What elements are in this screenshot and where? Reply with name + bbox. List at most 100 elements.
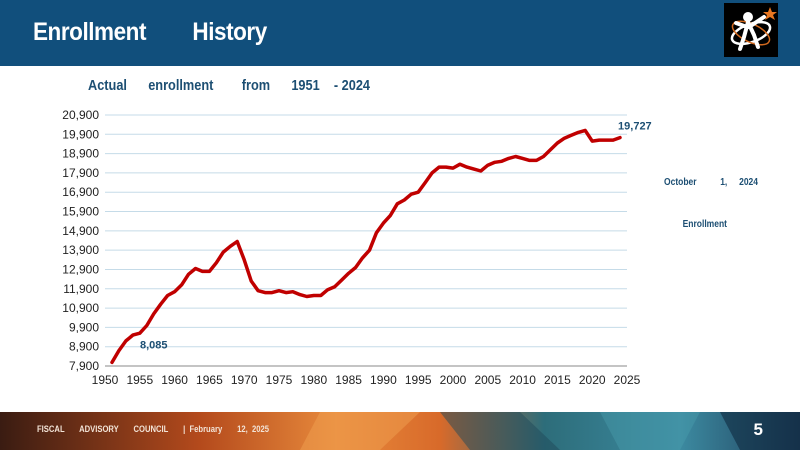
- data-point: [263, 291, 267, 294]
- y-tick-label: 8,900: [69, 340, 99, 354]
- data-point: [389, 214, 392, 217]
- y-tick-label: 20,900: [62, 108, 99, 122]
- data-label: 19,727: [618, 121, 652, 133]
- grid-lines: [105, 114, 627, 367]
- data-point: [535, 159, 538, 162]
- y-tick-label: 18,900: [62, 147, 99, 161]
- data-point: [563, 137, 566, 140]
- data-point: [131, 333, 134, 337]
- data-point: [514, 155, 517, 158]
- data-point: [486, 164, 489, 167]
- data-point: [618, 136, 622, 139]
- data-point: [243, 258, 246, 261]
- data-point: [194, 267, 197, 270]
- data-point: [222, 250, 225, 254]
- page-title: Enrollment History: [33, 18, 267, 46]
- header-bar: Enrollment History: [0, 0, 800, 66]
- y-tick-label: 10,900: [62, 301, 99, 315]
- organization-logo: [724, 3, 778, 57]
- data-point: [173, 290, 176, 293]
- data-point: [542, 155, 545, 158]
- x-tick-label: 1970: [231, 373, 258, 387]
- x-tick-label: 1980: [300, 373, 327, 387]
- data-point: [284, 291, 288, 294]
- x-tick-label: 1950: [92, 373, 119, 387]
- y-tick-label: 13,900: [62, 243, 99, 257]
- x-tick-label: 1955: [126, 373, 153, 387]
- data-point: [138, 332, 141, 335]
- data-point: [159, 303, 162, 306]
- data-point: [465, 165, 469, 169]
- data-point: [444, 165, 448, 169]
- data-point: [598, 138, 601, 142]
- enrollment-line-chart: 20,900 19,900 18,900 17,900 16,900 15,900 14,9…: [62, 108, 652, 387]
- data-point: [354, 266, 357, 269]
- logo-icon: [724, 3, 778, 57]
- annotations: 8,085 19,727: [140, 121, 652, 352]
- x-tick-label: 1975: [266, 373, 293, 387]
- footer-bar: FISCAL ADVISORY COUNCIL | February 12, 2…: [0, 412, 800, 450]
- data-point: [500, 160, 503, 163]
- data-point: [396, 202, 399, 205]
- data-point: [312, 294, 315, 297]
- y-tick-label: 17,900: [62, 166, 99, 180]
- data-point: [403, 198, 406, 202]
- data-point: [458, 163, 462, 166]
- data-point: [291, 290, 295, 293]
- data-point: [298, 293, 302, 296]
- data-label: 8,085: [140, 339, 168, 351]
- data-point: [333, 285, 336, 288]
- data-point: [556, 141, 559, 145]
- y-tick-label: 9,900: [69, 320, 99, 334]
- y-tick-label: 19,900: [62, 127, 99, 141]
- data-point: [180, 283, 183, 287]
- x-tick-label: 2015: [544, 373, 571, 387]
- axis-ticks: 20,900 19,900 18,900 17,900 16,900 15,900 14,9…: [62, 108, 640, 387]
- data-point: [417, 191, 420, 194]
- data-point: [430, 171, 434, 175]
- data-point: [521, 157, 524, 160]
- x-tick-label: 2025: [614, 373, 641, 387]
- y-tick-label: 7,900: [69, 359, 99, 373]
- series-layer: [110, 128, 622, 365]
- y-tick-label: 11,900: [63, 282, 99, 296]
- x-tick-label: 1985: [335, 373, 362, 387]
- data-point: [277, 289, 281, 292]
- data-point: [208, 270, 211, 273]
- x-tick-label: 2010: [509, 373, 536, 387]
- data-point: [591, 139, 594, 143]
- data-point: [528, 159, 531, 162]
- data-point: [250, 279, 253, 283]
- data-point: [361, 256, 364, 260]
- data-point: [270, 291, 274, 294]
- data-point: [256, 289, 260, 292]
- data-point: [124, 339, 128, 343]
- chart-subtitle: Actual enrollment from 1951 - 2024: [88, 77, 371, 94]
- data-point: [152, 312, 155, 316]
- note-label: Enrollment: [682, 219, 727, 230]
- x-tick-label: 1990: [370, 373, 397, 387]
- data-point: [375, 231, 378, 234]
- x-tick-label: 2000: [440, 373, 467, 387]
- data-point: [201, 270, 204, 273]
- footer-text: FISCAL ADVISORY COUNCIL | February 12, 2…: [37, 424, 269, 434]
- data-point: [215, 261, 218, 264]
- data-point: [437, 165, 441, 169]
- data-point: [236, 240, 239, 243]
- data-point: [549, 148, 552, 151]
- data-point: [577, 131, 580, 134]
- data-point: [584, 129, 587, 132]
- page-number: 5: [753, 420, 763, 439]
- data-point: [493, 161, 496, 164]
- note-date: October 1, 2024: [664, 177, 759, 188]
- data-point: [424, 181, 427, 184]
- data-point: [326, 288, 329, 291]
- data-point: [305, 295, 308, 298]
- y-tick-label: 12,900: [62, 262, 99, 276]
- data-point: [187, 273, 190, 276]
- y-tick-label: 15,900: [62, 205, 99, 219]
- data-point: [229, 245, 232, 248]
- data-point: [340, 278, 343, 282]
- data-point: [570, 134, 573, 137]
- data-point: [382, 221, 385, 225]
